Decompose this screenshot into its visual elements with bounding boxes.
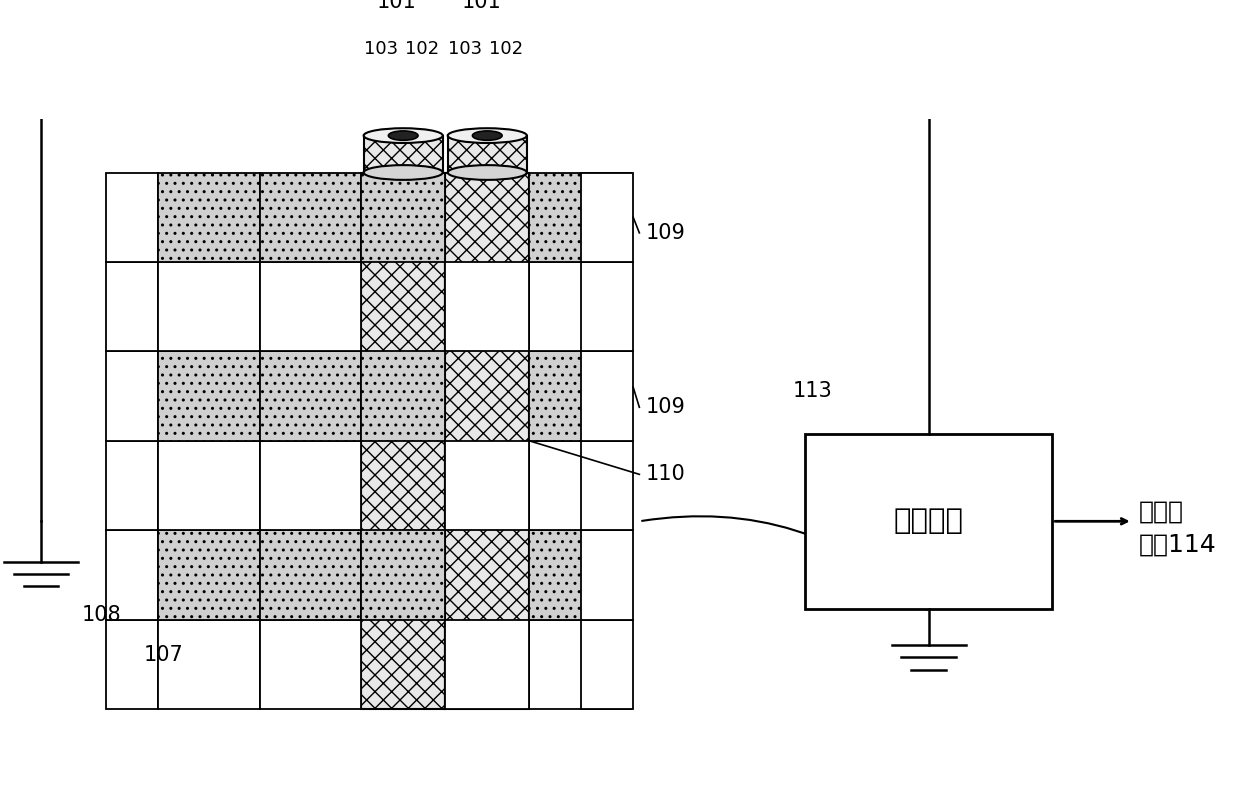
Bar <box>260 262 361 351</box>
Ellipse shape <box>472 131 502 140</box>
Bar <box>582 172 634 262</box>
Text: 101: 101 <box>461 0 501 12</box>
Bar <box>445 441 529 530</box>
Bar <box>582 530 634 619</box>
Bar <box>361 172 445 262</box>
Bar <box>159 441 260 530</box>
Bar <box>260 172 361 262</box>
Bar <box>582 262 634 351</box>
Bar <box>361 351 445 441</box>
Bar <box>260 441 361 530</box>
Bar <box>363 135 443 172</box>
Bar <box>107 172 159 262</box>
Bar <box>529 530 631 619</box>
FancyArrowPatch shape <box>642 517 926 610</box>
Text: 103: 103 <box>448 40 482 59</box>
Bar <box>260 619 361 709</box>
Bar <box>159 351 260 441</box>
Text: 103: 103 <box>363 40 398 59</box>
Bar <box>361 172 445 709</box>
Bar <box>159 262 260 351</box>
Text: 单元114: 单元114 <box>1138 533 1216 557</box>
Bar <box>107 441 159 530</box>
Ellipse shape <box>448 128 527 143</box>
Bar <box>445 619 529 709</box>
Bar <box>107 530 159 619</box>
Text: 108: 108 <box>82 605 122 625</box>
Bar <box>159 619 260 709</box>
Bar <box>582 351 634 441</box>
Text: 101: 101 <box>377 0 417 12</box>
Bar <box>107 351 159 441</box>
Text: 110: 110 <box>646 464 686 484</box>
Bar <box>448 135 527 172</box>
Bar <box>361 530 445 619</box>
Bar <box>582 619 634 709</box>
Bar <box>805 434 1053 608</box>
Bar <box>529 619 631 709</box>
Bar <box>107 619 159 709</box>
Bar <box>582 441 634 530</box>
Ellipse shape <box>448 165 527 180</box>
Ellipse shape <box>388 131 418 140</box>
Text: 107: 107 <box>144 645 184 665</box>
Text: 102: 102 <box>489 40 523 59</box>
Bar <box>529 351 631 441</box>
Ellipse shape <box>363 165 443 180</box>
Bar <box>529 172 631 262</box>
Text: 102: 102 <box>404 40 439 59</box>
Bar <box>260 530 361 619</box>
Bar <box>529 262 631 351</box>
Text: 113: 113 <box>792 380 832 400</box>
Bar <box>445 172 529 709</box>
Text: 109: 109 <box>646 223 686 243</box>
Bar <box>159 172 260 262</box>
Bar <box>107 262 159 351</box>
Ellipse shape <box>363 128 443 143</box>
Bar <box>260 351 361 441</box>
Text: 109: 109 <box>646 397 686 418</box>
Bar <box>159 530 260 619</box>
Bar <box>445 262 529 351</box>
Text: 放大单元: 放大单元 <box>894 507 963 536</box>
Text: 向输出: 向输出 <box>1138 499 1184 523</box>
Bar <box>529 441 631 530</box>
